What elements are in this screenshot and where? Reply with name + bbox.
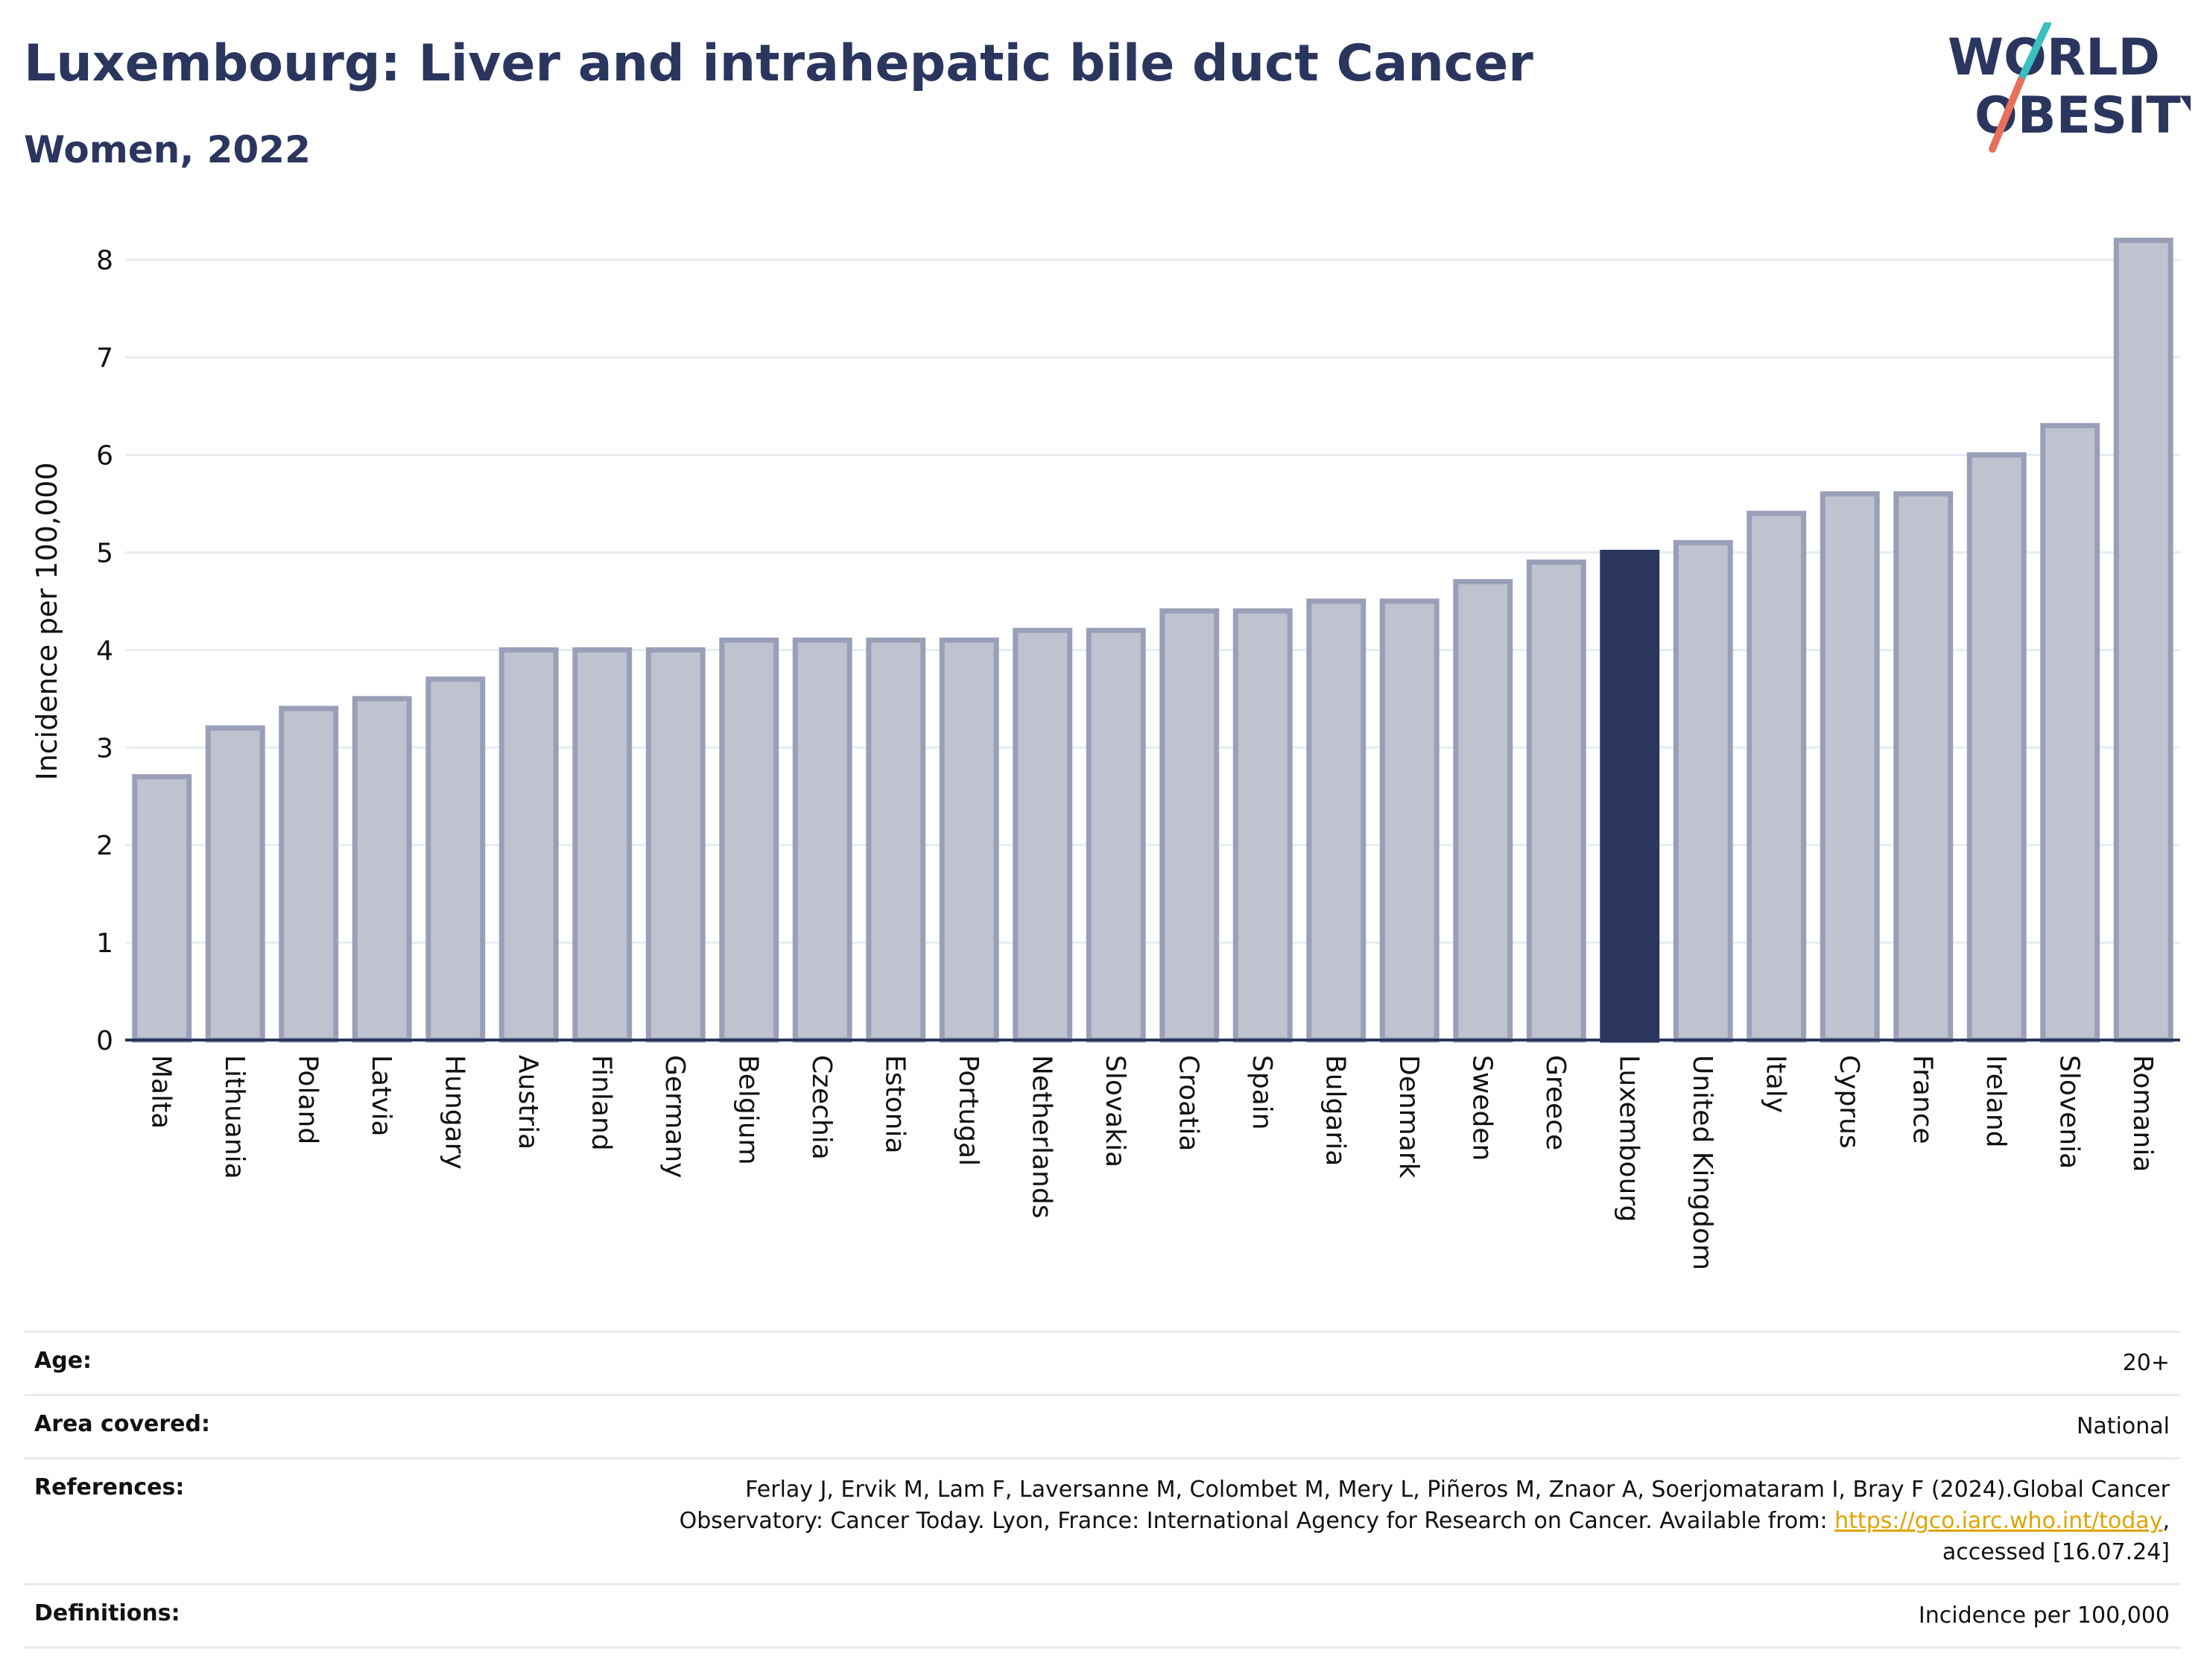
x-tick-label: Poland	[292, 1055, 323, 1144]
references-link[interactable]: https://gco.iarc.who.int/today	[1834, 1508, 2163, 1534]
x-tick-label: Croatia	[1173, 1055, 1203, 1151]
bar	[1747, 510, 1807, 1043]
bar	[1232, 608, 1293, 1043]
y-tick-label: 8	[96, 246, 113, 276]
chart-title: Luxembourg: Liver and intrahepatic bile …	[24, 34, 1533, 93]
references-text-2: , accessed [16.07.24]	[1942, 1508, 2170, 1565]
x-tick-label: Czechia	[806, 1055, 837, 1160]
x-tick-label: Estonia	[879, 1055, 910, 1154]
bar	[1820, 491, 1880, 1043]
bar	[498, 647, 559, 1043]
info-row-area: Area covered: National	[24, 1394, 2180, 1457]
bar	[279, 706, 339, 1043]
bar	[1306, 598, 1367, 1043]
references-value: Ferlay J, Ervik M, Lam F, Laversanne M, …	[605, 1474, 2170, 1568]
age-value: 20+	[2122, 1350, 2170, 1376]
bar	[1966, 452, 2027, 1043]
x-tick-label: Denmark	[1393, 1055, 1424, 1179]
bar	[1453, 579, 1513, 1043]
bar	[939, 637, 999, 1043]
x-tick-label: France	[1907, 1055, 1937, 1144]
x-tick-label: Germany	[659, 1055, 690, 1178]
bar	[1086, 627, 1146, 1043]
x-tick-label: Sweden	[1466, 1055, 1497, 1161]
definitions-label: Definitions:	[34, 1600, 180, 1626]
logo-word-world: WORLD	[1948, 28, 2160, 87]
y-axis-title: Incidence per 100,000	[31, 462, 63, 780]
logo-slash-teal	[2017, 22, 2051, 84]
x-tick-label: Slovenia	[2053, 1055, 2084, 1169]
y-tick-label: 4	[96, 635, 113, 666]
bar	[1379, 598, 1440, 1043]
chart-subtitle: Women, 2022	[24, 128, 311, 171]
y-tick-label: 5	[96, 538, 113, 568]
x-tick-label: Malta	[145, 1055, 176, 1129]
area-value: National	[2076, 1413, 2170, 1439]
x-tick-label: Finland	[586, 1055, 616, 1151]
area-label: Area covered:	[34, 1411, 210, 1437]
bar	[352, 696, 412, 1043]
bar	[205, 725, 265, 1043]
bar	[792, 637, 852, 1043]
bar	[132, 774, 192, 1043]
y-tick-label: 7	[96, 343, 113, 374]
bar	[2040, 422, 2100, 1043]
bar	[1159, 608, 1220, 1043]
x-tick-label: United Kingdom	[1687, 1055, 1717, 1270]
definitions-value: Incidence per 100,000	[1918, 1603, 2170, 1629]
axes: 0 1 2 3 4 5 6 7 8 Malta Lithuania Poland Latvia Hunga…	[96, 246, 2180, 1270]
y-tick-label: 3	[96, 733, 113, 764]
y-tick-label: 2	[96, 831, 113, 861]
x-tick-label: Lithuania	[219, 1055, 250, 1179]
bar	[1013, 627, 1073, 1043]
bar	[866, 637, 926, 1043]
y-tick-label: 1	[96, 928, 113, 959]
references-label: References:	[34, 1474, 185, 1500]
x-tick-label: Luxembourg	[1613, 1055, 1644, 1222]
y-tick-label: 6	[96, 441, 113, 472]
bar	[1526, 560, 1586, 1043]
logo-slash-coral	[1989, 77, 2024, 153]
references-text-1: Ferlay J, Ervik M, Lam F, Laversanne M, …	[679, 1477, 2170, 1534]
x-tick-label: Austria	[513, 1055, 543, 1150]
x-tick-label: Netherlands	[1026, 1055, 1057, 1218]
bar	[2113, 238, 2173, 1043]
x-tick-label: Slovakia	[1100, 1055, 1130, 1167]
info-table: Age: 20+ Area covered: National Referenc…	[24, 1331, 2180, 1649]
info-row-references: References: Ferlay J, Ervik M, Lam F, La…	[24, 1457, 2180, 1583]
age-label: Age:	[34, 1348, 92, 1374]
x-tick-label: Ireland	[1980, 1055, 2011, 1148]
x-tick-label: Latvia	[366, 1055, 396, 1137]
x-tick-label: Italy	[1760, 1055, 1790, 1113]
x-tick-label: Spain	[1247, 1055, 1277, 1130]
world-obesity-logo: WORLD OBESITY	[1948, 22, 2191, 153]
x-tick-label: Portugal	[953, 1055, 984, 1166]
x-tick-label: Cyprus	[1834, 1055, 1864, 1149]
bar	[1673, 539, 1733, 1043]
info-row-definitions: Definitions: Incidence per 100,000	[24, 1583, 2180, 1649]
bar	[719, 637, 779, 1043]
bar-chart: 0 1 2 3 4 5 6 7 8 Malta Lithuania Poland Latvia Hunga…	[31, 238, 2180, 1270]
bar-highlighted	[1600, 549, 1660, 1043]
info-row-age: Age: 20+	[24, 1331, 2180, 1394]
bar	[425, 676, 486, 1043]
bar	[645, 647, 706, 1043]
x-tick-label: Greece	[1540, 1055, 1571, 1150]
bar	[572, 647, 633, 1043]
bar	[1893, 491, 1954, 1043]
x-tick-label: Bulgaria	[1320, 1055, 1350, 1166]
x-tick-label: Hungary	[439, 1055, 469, 1170]
y-tick-label: 0	[96, 1026, 113, 1056]
bars	[132, 238, 2173, 1043]
x-tick-label: Romania	[2127, 1055, 2158, 1172]
x-tick-label: Belgium	[732, 1055, 763, 1165]
